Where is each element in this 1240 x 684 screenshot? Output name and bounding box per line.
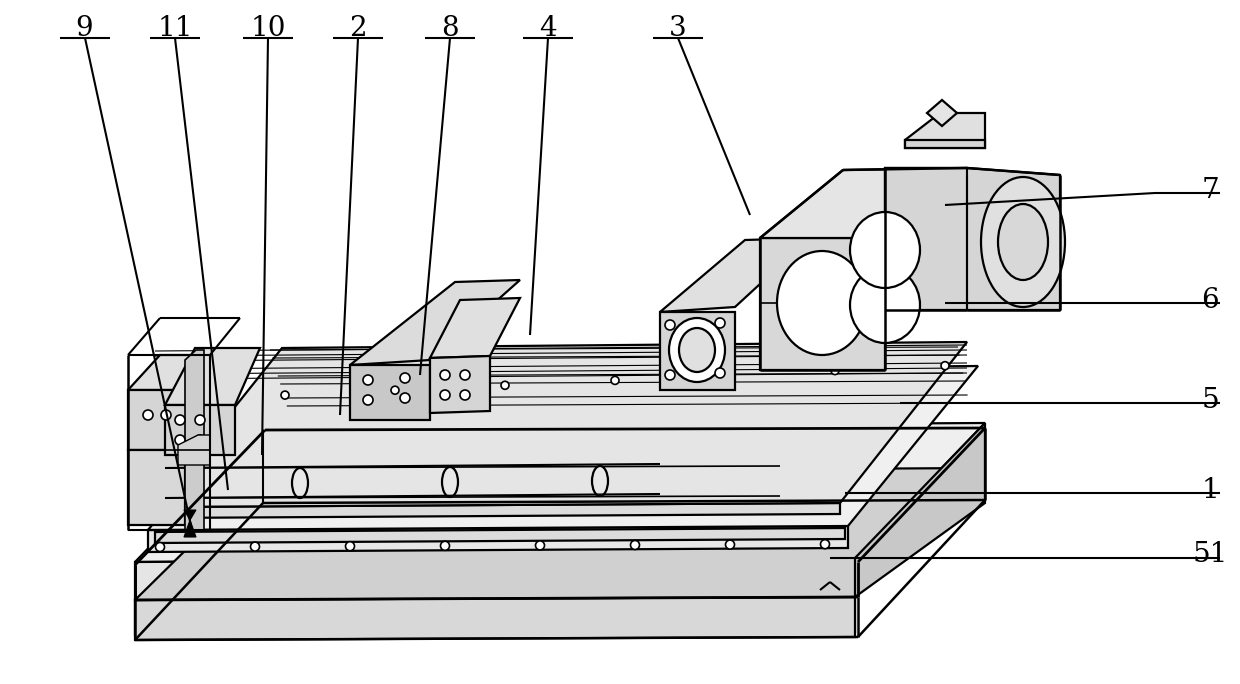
Ellipse shape [441, 467, 458, 497]
Circle shape [363, 375, 373, 385]
Ellipse shape [777, 251, 867, 355]
Polygon shape [760, 238, 885, 370]
Circle shape [161, 410, 171, 420]
Text: 5: 5 [1202, 386, 1219, 414]
Polygon shape [148, 366, 978, 530]
Polygon shape [135, 423, 985, 562]
Polygon shape [885, 168, 1060, 310]
Circle shape [281, 391, 289, 399]
Polygon shape [885, 168, 967, 295]
Ellipse shape [998, 204, 1048, 280]
Circle shape [665, 370, 675, 380]
Polygon shape [135, 597, 856, 635]
Polygon shape [135, 558, 856, 600]
Polygon shape [660, 238, 810, 312]
Polygon shape [165, 348, 260, 405]
Circle shape [440, 370, 450, 380]
Polygon shape [128, 450, 185, 525]
Polygon shape [128, 355, 210, 390]
Polygon shape [350, 365, 430, 420]
Circle shape [821, 540, 830, 549]
Circle shape [460, 370, 470, 380]
Polygon shape [135, 597, 856, 640]
Text: 10: 10 [250, 14, 285, 42]
Text: 6: 6 [1202, 287, 1219, 313]
Ellipse shape [291, 468, 308, 498]
Circle shape [250, 542, 259, 551]
Circle shape [195, 435, 205, 445]
Text: 11: 11 [157, 14, 192, 42]
Circle shape [715, 368, 725, 378]
Circle shape [171, 396, 179, 404]
Polygon shape [430, 298, 520, 358]
Text: 9: 9 [76, 14, 93, 42]
Polygon shape [128, 390, 185, 450]
Circle shape [630, 540, 640, 549]
Polygon shape [760, 168, 967, 238]
Circle shape [665, 320, 675, 330]
Polygon shape [155, 503, 839, 518]
Polygon shape [184, 520, 196, 537]
Polygon shape [928, 100, 957, 126]
Polygon shape [430, 356, 490, 413]
Circle shape [195, 415, 205, 425]
Circle shape [401, 393, 410, 403]
Circle shape [391, 386, 399, 394]
Polygon shape [184, 510, 196, 520]
Text: 3: 3 [670, 14, 687, 42]
Polygon shape [155, 342, 967, 507]
Text: 8: 8 [441, 14, 459, 42]
Polygon shape [905, 113, 985, 148]
Polygon shape [350, 280, 520, 365]
Circle shape [536, 541, 544, 550]
Text: 4: 4 [539, 14, 557, 42]
Ellipse shape [680, 328, 715, 372]
Ellipse shape [981, 177, 1065, 307]
Circle shape [501, 381, 508, 389]
Text: 7: 7 [1202, 176, 1219, 204]
Polygon shape [905, 140, 985, 148]
Circle shape [941, 362, 949, 369]
Circle shape [143, 410, 153, 420]
Circle shape [175, 415, 185, 425]
Polygon shape [135, 468, 985, 600]
Polygon shape [185, 350, 205, 530]
Circle shape [720, 371, 729, 380]
Circle shape [401, 373, 410, 383]
Ellipse shape [670, 318, 725, 382]
Circle shape [460, 390, 470, 400]
Text: 51: 51 [1193, 542, 1228, 568]
Circle shape [346, 542, 355, 551]
Circle shape [175, 435, 185, 445]
Circle shape [831, 367, 839, 375]
Ellipse shape [849, 267, 920, 343]
Circle shape [715, 318, 725, 328]
Circle shape [440, 541, 449, 551]
Polygon shape [155, 528, 844, 543]
Circle shape [363, 395, 373, 405]
Ellipse shape [849, 212, 920, 288]
Text: 1: 1 [1202, 477, 1219, 503]
Polygon shape [179, 435, 210, 465]
Polygon shape [165, 405, 236, 455]
Polygon shape [148, 526, 848, 552]
Polygon shape [856, 423, 985, 597]
Ellipse shape [591, 466, 608, 496]
Text: 2: 2 [350, 14, 367, 42]
Circle shape [725, 540, 734, 549]
Circle shape [155, 542, 165, 551]
Circle shape [440, 390, 450, 400]
Circle shape [611, 376, 619, 384]
Polygon shape [660, 312, 735, 390]
